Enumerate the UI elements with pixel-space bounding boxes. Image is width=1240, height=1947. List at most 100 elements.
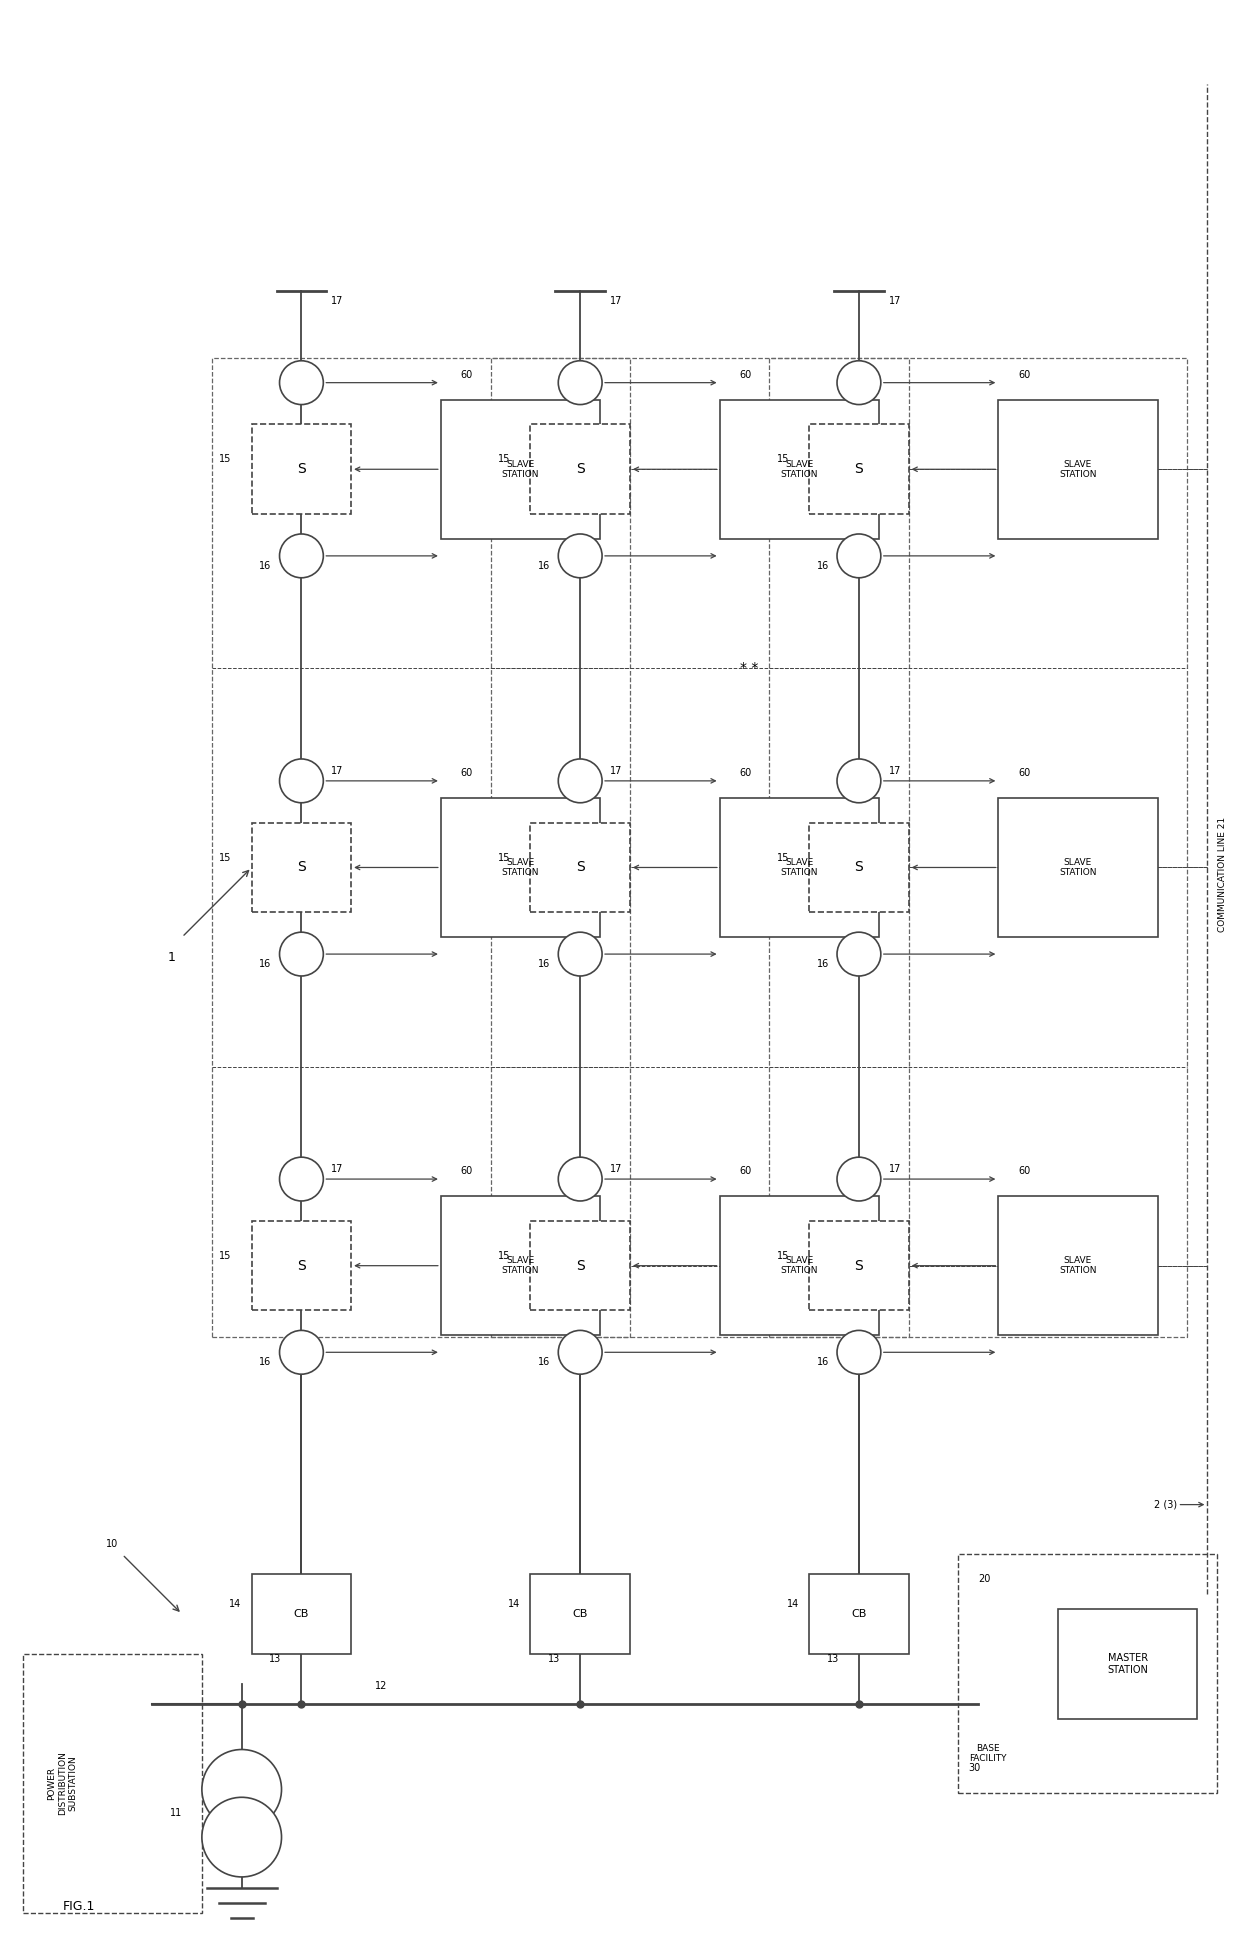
Text: 13: 13 bbox=[827, 1653, 839, 1665]
Bar bbox=[998, 1195, 1158, 1336]
Bar bbox=[531, 1575, 630, 1653]
Bar bbox=[212, 358, 630, 1338]
Text: CB: CB bbox=[294, 1608, 309, 1620]
Circle shape bbox=[558, 360, 603, 405]
Text: 16: 16 bbox=[538, 1357, 551, 1367]
Text: SLAVE
STATION: SLAVE STATION bbox=[1059, 1256, 1096, 1275]
Text: 60: 60 bbox=[739, 1166, 751, 1176]
Text: S: S bbox=[854, 1258, 863, 1273]
Bar bbox=[252, 1221, 351, 1310]
Text: S: S bbox=[854, 861, 863, 874]
Text: POWER
DISTRIBUTION
SUBSTATION: POWER DISTRIBUTION SUBSTATION bbox=[47, 1752, 77, 1815]
Text: S: S bbox=[575, 1258, 584, 1273]
Text: 16: 16 bbox=[259, 1357, 272, 1367]
Text: 17: 17 bbox=[889, 1164, 901, 1174]
Circle shape bbox=[837, 1330, 880, 1375]
Text: 60: 60 bbox=[1018, 1166, 1030, 1176]
Text: 15: 15 bbox=[498, 1250, 511, 1262]
Text: SLAVE
STATION: SLAVE STATION bbox=[1059, 859, 1096, 878]
Text: 14: 14 bbox=[229, 1598, 242, 1608]
Text: 60: 60 bbox=[1018, 767, 1030, 779]
Text: 17: 17 bbox=[889, 296, 901, 306]
Text: 14: 14 bbox=[787, 1598, 800, 1608]
Bar bbox=[491, 358, 909, 1338]
Text: 16: 16 bbox=[817, 1357, 830, 1367]
Circle shape bbox=[279, 1330, 324, 1375]
Bar bbox=[1058, 1608, 1198, 1719]
Circle shape bbox=[558, 933, 603, 975]
Text: 60: 60 bbox=[461, 767, 472, 779]
Circle shape bbox=[558, 533, 603, 578]
Text: SLAVE
STATION: SLAVE STATION bbox=[502, 1256, 539, 1275]
Text: 16: 16 bbox=[817, 960, 830, 970]
Text: 2 (3): 2 (3) bbox=[1154, 1499, 1178, 1509]
Bar bbox=[531, 824, 630, 913]
Circle shape bbox=[279, 1157, 324, 1201]
Circle shape bbox=[202, 1750, 281, 1828]
Circle shape bbox=[837, 1157, 880, 1201]
Text: CB: CB bbox=[851, 1608, 867, 1620]
Text: S: S bbox=[298, 461, 306, 477]
Text: 16: 16 bbox=[538, 561, 551, 570]
Text: 15: 15 bbox=[219, 454, 232, 463]
Text: SLAVE
STATION: SLAVE STATION bbox=[780, 459, 818, 479]
Bar bbox=[719, 798, 879, 937]
Text: S: S bbox=[575, 461, 584, 477]
Bar bbox=[719, 1195, 879, 1336]
Circle shape bbox=[558, 1157, 603, 1201]
Text: SLAVE
STATION: SLAVE STATION bbox=[502, 459, 539, 479]
Text: 20: 20 bbox=[978, 1575, 991, 1585]
Text: 16: 16 bbox=[817, 561, 830, 570]
Text: 60: 60 bbox=[739, 370, 751, 380]
Text: 15: 15 bbox=[219, 853, 232, 863]
Text: 15: 15 bbox=[219, 1250, 232, 1262]
Text: S: S bbox=[298, 861, 306, 874]
Text: SLAVE
STATION: SLAVE STATION bbox=[1059, 459, 1096, 479]
Text: S: S bbox=[575, 861, 584, 874]
Text: SLAVE
STATION: SLAVE STATION bbox=[780, 1256, 818, 1275]
Text: SLAVE
STATION: SLAVE STATION bbox=[502, 859, 539, 878]
Text: 60: 60 bbox=[1018, 370, 1030, 380]
Circle shape bbox=[202, 1797, 281, 1877]
Bar bbox=[440, 399, 600, 539]
Text: 16: 16 bbox=[538, 960, 551, 970]
Bar bbox=[252, 824, 351, 913]
Bar bbox=[810, 1575, 909, 1653]
Text: 17: 17 bbox=[610, 765, 622, 777]
Bar bbox=[531, 424, 630, 514]
Text: 13: 13 bbox=[269, 1653, 281, 1665]
Bar bbox=[252, 1575, 351, 1653]
Bar bbox=[531, 1221, 630, 1310]
Text: BASE
FACILITY: BASE FACILITY bbox=[970, 1745, 1007, 1764]
Bar bbox=[998, 399, 1158, 539]
Text: 60: 60 bbox=[739, 767, 751, 779]
Text: 60: 60 bbox=[461, 370, 472, 380]
Circle shape bbox=[837, 933, 880, 975]
Text: 17: 17 bbox=[610, 296, 622, 306]
Circle shape bbox=[837, 759, 880, 802]
Bar bbox=[810, 1221, 909, 1310]
Text: 10: 10 bbox=[107, 1540, 118, 1550]
Text: 60: 60 bbox=[461, 1166, 472, 1176]
Bar bbox=[810, 824, 909, 913]
Text: 11: 11 bbox=[170, 1809, 182, 1818]
Text: SLAVE
STATION: SLAVE STATION bbox=[780, 859, 818, 878]
Text: 15: 15 bbox=[498, 454, 511, 463]
Circle shape bbox=[558, 1330, 603, 1375]
Text: 13: 13 bbox=[548, 1653, 560, 1665]
Bar bbox=[719, 399, 879, 539]
Text: CB: CB bbox=[573, 1608, 588, 1620]
Text: 12: 12 bbox=[374, 1680, 387, 1690]
Text: 17: 17 bbox=[331, 296, 343, 306]
Text: COMMUNICATION LINE 21: COMMUNICATION LINE 21 bbox=[1218, 816, 1226, 931]
Circle shape bbox=[558, 759, 603, 802]
Text: 14: 14 bbox=[508, 1598, 521, 1608]
Circle shape bbox=[279, 533, 324, 578]
Circle shape bbox=[279, 360, 324, 405]
Circle shape bbox=[837, 360, 880, 405]
Text: 17: 17 bbox=[331, 765, 343, 777]
Circle shape bbox=[279, 759, 324, 802]
Bar bbox=[22, 1653, 202, 1912]
Text: MASTER
STATION: MASTER STATION bbox=[1107, 1653, 1148, 1674]
Text: 15: 15 bbox=[498, 853, 511, 863]
